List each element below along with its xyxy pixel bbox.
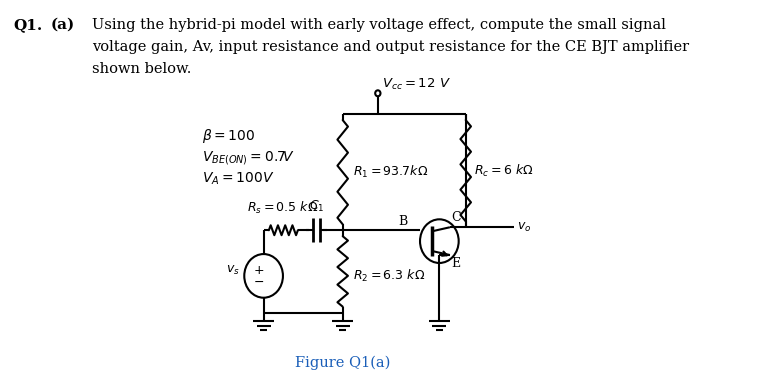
Text: +: + [254,264,264,278]
Text: Figure Q1(a): Figure Q1(a) [295,355,391,370]
Text: $R_c=6\ k\Omega$: $R_c=6\ k\Omega$ [475,163,534,179]
Text: −: − [254,276,264,289]
Text: $v_s$: $v_s$ [226,264,240,278]
Text: B: B [398,215,408,228]
Text: voltage gain, Av, input resistance and output resistance for the CE BJT amplifie: voltage gain, Av, input resistance and o… [92,40,690,54]
Text: E: E [452,257,461,270]
Text: $R_1=93.7k\Omega$: $R_1=93.7k\Omega$ [354,164,428,180]
Text: $V_A=100V$: $V_A=100V$ [202,171,275,187]
Text: (a): (a) [51,18,75,32]
Text: $\beta=100$: $\beta=100$ [202,127,255,145]
Text: Using the hybrid-pi model with early voltage effect, compute the small signal: Using the hybrid-pi model with early vol… [92,18,666,32]
Text: C: C [452,211,461,224]
Text: shown below.: shown below. [92,62,192,75]
Text: Q1.: Q1. [13,18,42,32]
Text: $V_{BE(ON)}=0.7V$: $V_{BE(ON)}=0.7V$ [202,149,295,167]
Text: $V_{cc}=12\ V$: $V_{cc}=12\ V$ [382,77,451,92]
Text: $v_o$: $v_o$ [517,221,531,234]
Text: $C_1$: $C_1$ [309,199,324,214]
Text: $R_s=0.5\ k\Omega$: $R_s=0.5\ k\Omega$ [248,200,319,216]
Text: $R_2=6.3\ k\Omega$: $R_2=6.3\ k\Omega$ [354,268,425,284]
